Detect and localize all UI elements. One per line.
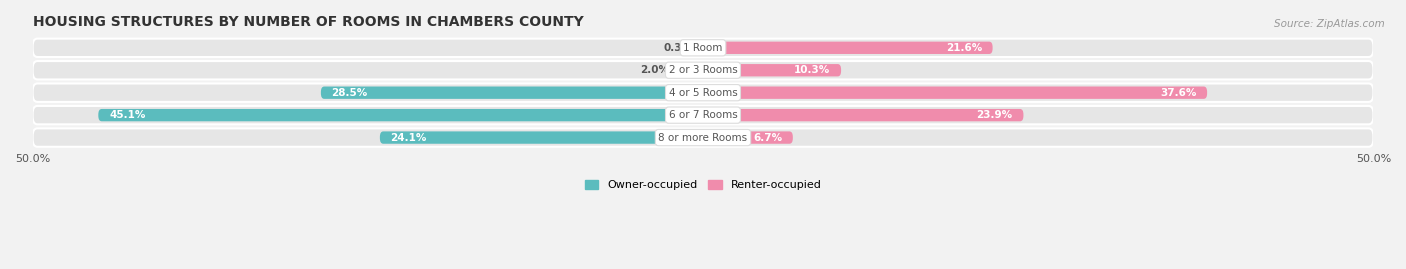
FancyBboxPatch shape bbox=[380, 131, 703, 144]
FancyBboxPatch shape bbox=[98, 109, 703, 121]
Text: 21.6%: 21.6% bbox=[946, 43, 981, 53]
Text: 6 or 7 Rooms: 6 or 7 Rooms bbox=[669, 110, 737, 120]
FancyBboxPatch shape bbox=[703, 109, 1024, 121]
Text: 0.3%: 0.3% bbox=[664, 43, 692, 53]
FancyBboxPatch shape bbox=[703, 87, 1208, 99]
Legend: Owner-occupied, Renter-occupied: Owner-occupied, Renter-occupied bbox=[581, 175, 825, 194]
FancyBboxPatch shape bbox=[32, 128, 1374, 147]
Text: 45.1%: 45.1% bbox=[110, 110, 145, 120]
Text: 2 or 3 Rooms: 2 or 3 Rooms bbox=[669, 65, 737, 75]
Text: 28.5%: 28.5% bbox=[332, 88, 368, 98]
FancyBboxPatch shape bbox=[703, 64, 841, 76]
Text: 8 or more Rooms: 8 or more Rooms bbox=[658, 133, 748, 143]
FancyBboxPatch shape bbox=[32, 61, 1374, 79]
Text: 23.9%: 23.9% bbox=[977, 110, 1012, 120]
FancyBboxPatch shape bbox=[32, 83, 1374, 102]
FancyBboxPatch shape bbox=[676, 64, 703, 76]
Text: Source: ZipAtlas.com: Source: ZipAtlas.com bbox=[1274, 19, 1385, 29]
Text: 10.3%: 10.3% bbox=[794, 65, 831, 75]
Text: 1 Room: 1 Room bbox=[683, 43, 723, 53]
Text: 2.0%: 2.0% bbox=[641, 65, 669, 75]
Text: 6.7%: 6.7% bbox=[754, 133, 782, 143]
FancyBboxPatch shape bbox=[703, 42, 993, 54]
FancyBboxPatch shape bbox=[703, 131, 793, 144]
FancyBboxPatch shape bbox=[321, 87, 703, 99]
Text: 24.1%: 24.1% bbox=[391, 133, 427, 143]
FancyBboxPatch shape bbox=[699, 42, 703, 54]
Text: HOUSING STRUCTURES BY NUMBER OF ROOMS IN CHAMBERS COUNTY: HOUSING STRUCTURES BY NUMBER OF ROOMS IN… bbox=[32, 15, 583, 29]
Text: 37.6%: 37.6% bbox=[1160, 88, 1197, 98]
Text: 4 or 5 Rooms: 4 or 5 Rooms bbox=[669, 88, 737, 98]
FancyBboxPatch shape bbox=[32, 38, 1374, 57]
FancyBboxPatch shape bbox=[32, 106, 1374, 124]
